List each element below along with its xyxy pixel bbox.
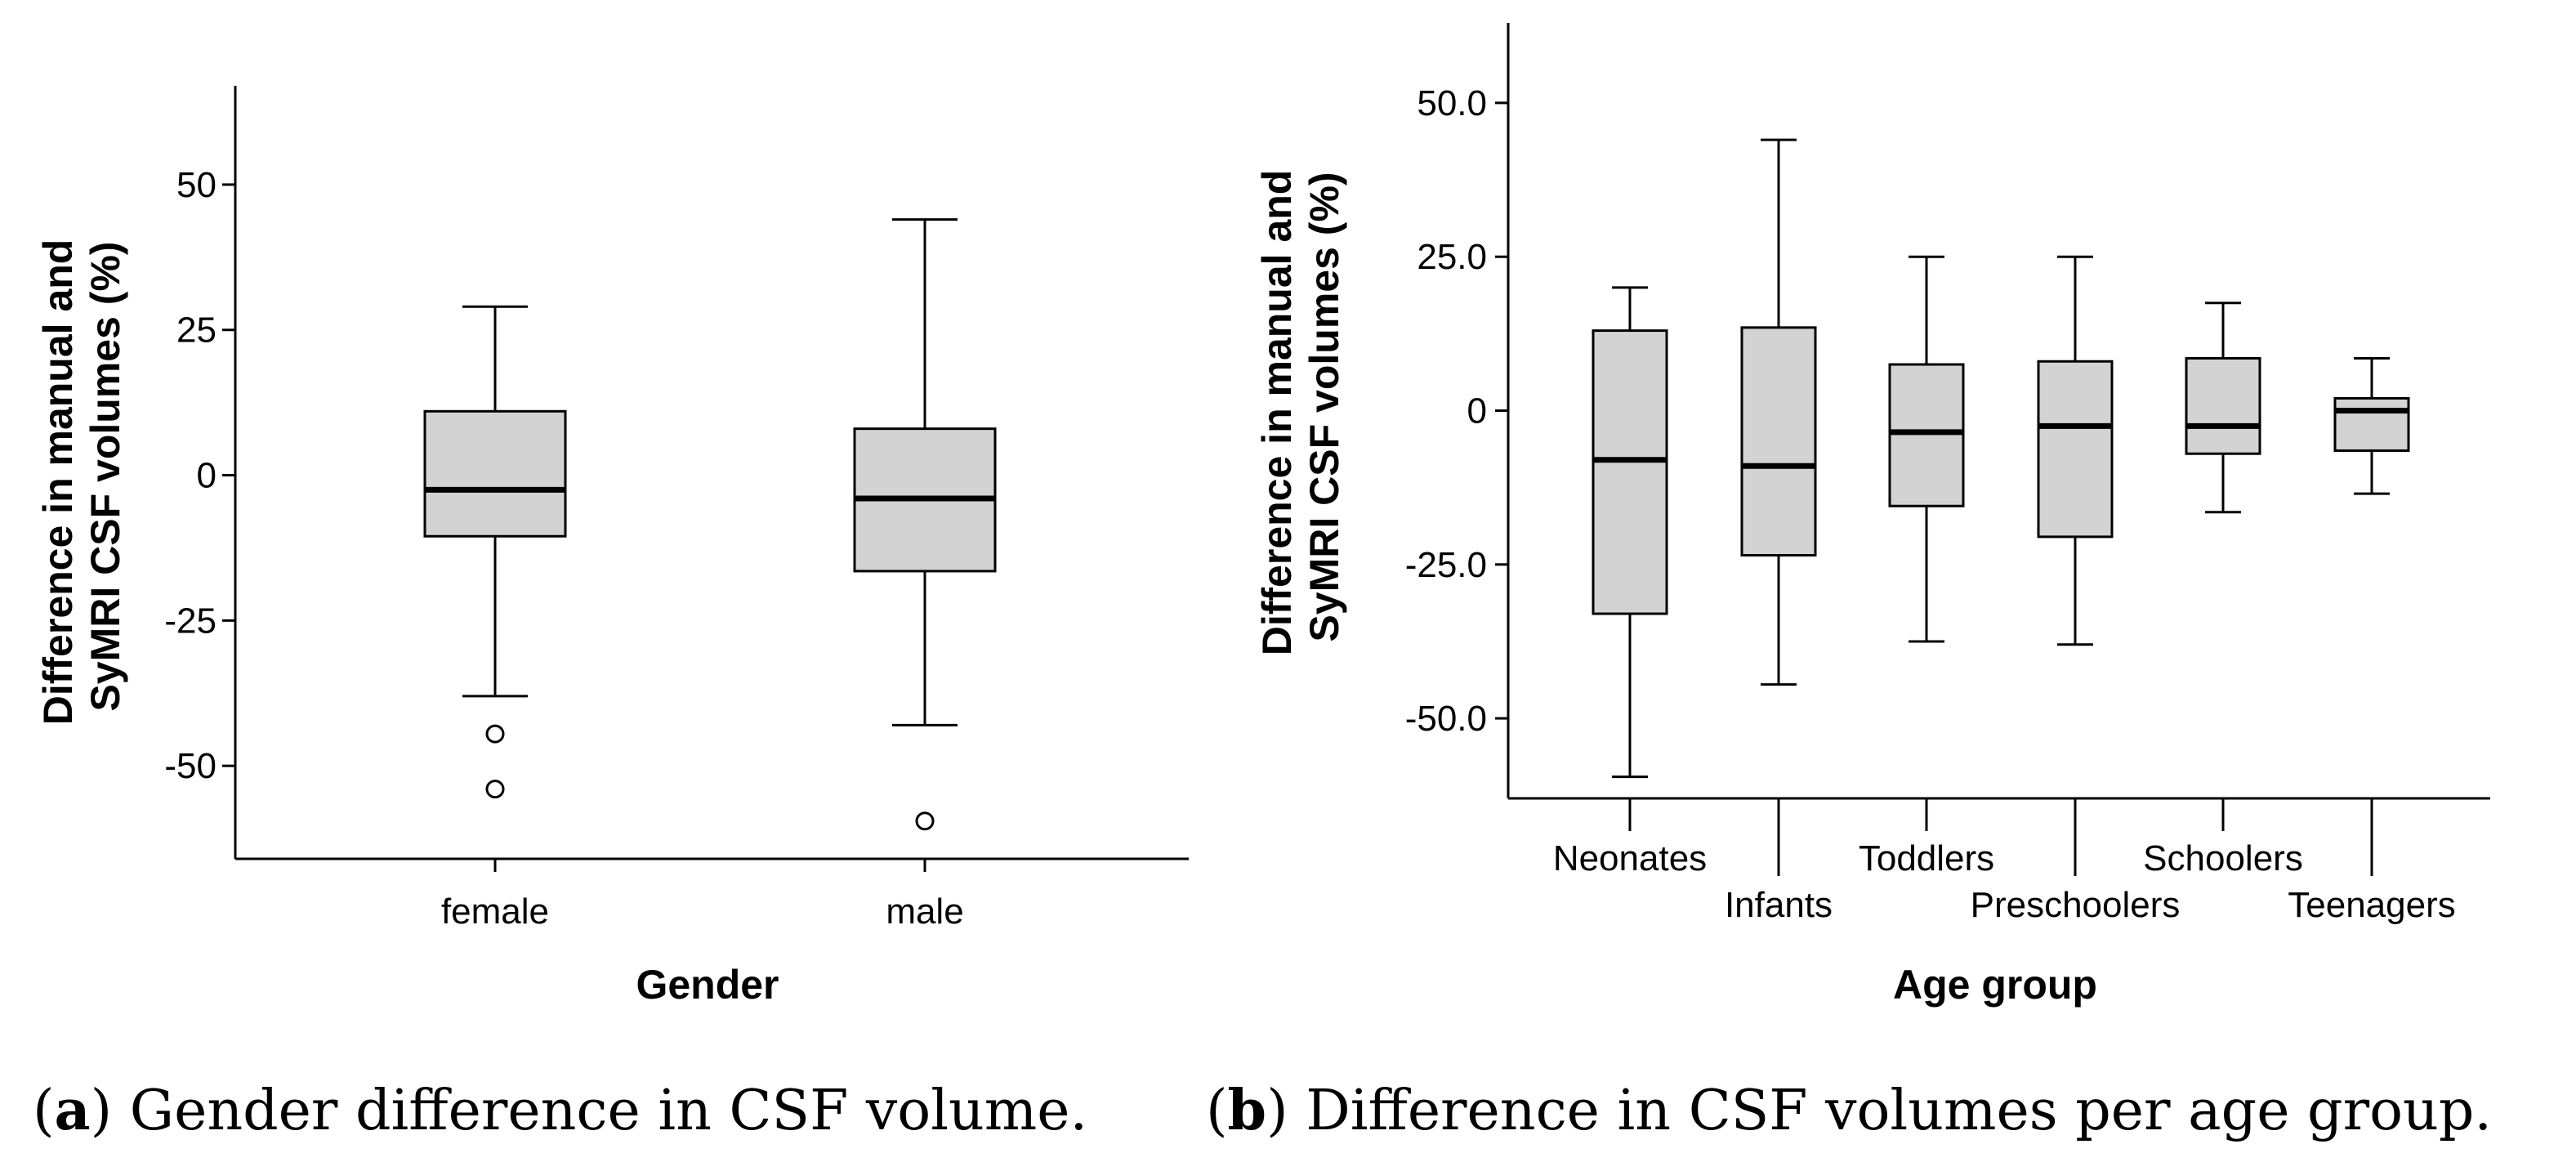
y-tick-label: 25.0 [1417, 237, 1487, 277]
x-axis-ticks-gender: female male [441, 859, 964, 932]
box-plot-neonates [1592, 286, 1668, 779]
y-tick-label: 50.0 [1417, 83, 1487, 123]
y-tick-label: 25 [176, 311, 217, 351]
y-tick-label: 50 [176, 165, 217, 205]
x-tick-label: male [886, 892, 963, 932]
y-tick-label: 0 [1467, 391, 1487, 431]
iqr-box [1592, 329, 1668, 615]
y-tick-label: 0 [197, 456, 217, 496]
x-axis-title-gender: Gender [636, 962, 779, 1008]
x-tick-label: Infants [1725, 885, 1833, 925]
y-tick-label: -50.0 [1405, 699, 1487, 739]
x-tick-label: Toddlers [1859, 838, 1994, 878]
y-axis-title-line-2: SyMRI CSF volumes (%) [83, 241, 128, 711]
caption-b: (b) Difference in CSF volumes per age gr… [1206, 1078, 2492, 1143]
box-series-age-group [1592, 138, 2410, 779]
iqr-box [423, 409, 567, 538]
box-plot-schoolers [2185, 302, 2261, 514]
iqr-box [2037, 360, 2114, 539]
caption-a: (a) Gender difference in CSF volume. [33, 1078, 1087, 1143]
box-series-gender [423, 218, 997, 831]
box-plot-male [853, 218, 997, 831]
y-axis-title-age-group: Difference in manual and SyMRI CSF volum… [1254, 159, 1347, 656]
x-tick-label: female [441, 892, 549, 932]
caption-b-text: Difference in CSF volumes per age group. [1306, 1079, 2492, 1143]
y-axis-title-gender: Difference in manual and SyMRI CSF volum… [35, 228, 128, 726]
y-axis-title-line-1: Difference in manual and [1254, 170, 1300, 656]
caption-a-text: Gender difference in CSF volume. [130, 1079, 1087, 1143]
y-tick-label: -50 [164, 746, 217, 786]
x-axis-ticks-age-group: Neonates Infants Toddlers Preschoolers Schoo… [1553, 798, 2456, 925]
caption-b-label: b [1228, 1078, 1267, 1143]
y-axis-ticks-gender: 50 25 0 -25 -50 [164, 165, 235, 786]
chart-panel-gender: 50 25 0 -25 -50 female male Difference in man… [35, 86, 1189, 1008]
x-tick-label: Schoolers [2143, 838, 2303, 878]
x-tick-label: Preschoolers [1971, 885, 2181, 925]
y-tick-label: -25 [164, 601, 217, 641]
box-plot-preschoolers [2037, 255, 2114, 646]
x-axis-title-age-group: Age group [1893, 962, 2097, 1008]
iqr-box [2185, 356, 2261, 455]
iqr-box [1740, 326, 1817, 556]
iqr-box [1888, 363, 1965, 507]
box-plot-toddlers [1888, 255, 1965, 643]
outlier-point [485, 780, 505, 799]
outlier-point [485, 724, 505, 744]
chart-panel-age-group: 50.0 25.0 0 -25.0 -50.0 Neonates Infants Toddl… [1254, 23, 2490, 1008]
outlier-point [915, 811, 935, 831]
caption-a-label: a [55, 1078, 91, 1143]
box-plot-infants [1740, 138, 1817, 686]
y-tick-label: -25.0 [1405, 545, 1487, 585]
box-plot-teenagers [2333, 356, 2410, 495]
y-axis-ticks-age-group: 50.0 25.0 0 -25.0 -50.0 [1405, 83, 1508, 739]
y-axis-title-line-2: SyMRI CSF volumes (%) [1301, 172, 1347, 641]
x-tick-label: Neonates [1553, 838, 1707, 878]
y-axis-title-line-1: Difference in manual and [35, 239, 81, 726]
iqr-box [2333, 396, 2410, 452]
x-tick-label: Teenagers [2288, 885, 2455, 925]
box-plot-female [423, 305, 567, 799]
